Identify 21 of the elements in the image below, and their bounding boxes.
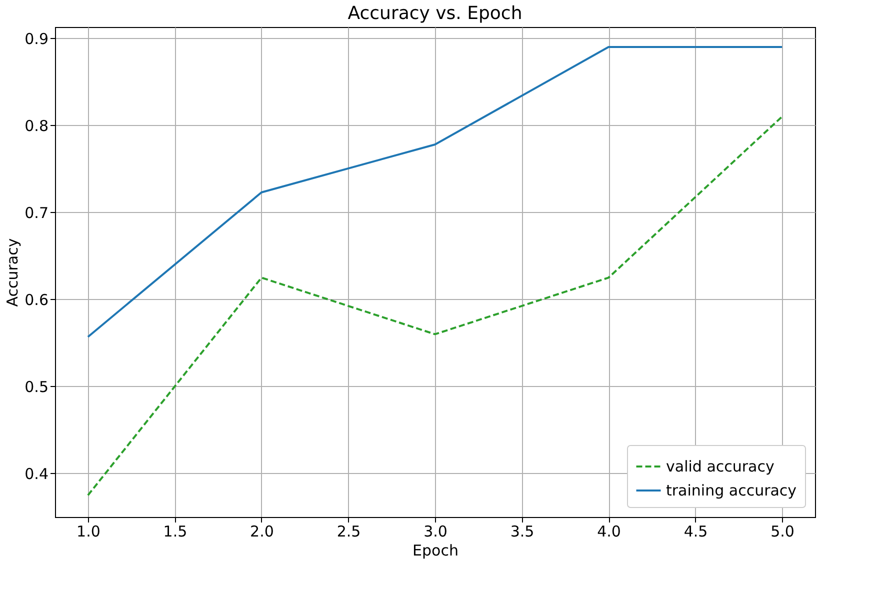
x-tick-label: 3.5	[510, 522, 534, 540]
y-axis-title: Accuracy	[4, 238, 22, 307]
x-axis-title: Epoch	[412, 542, 458, 560]
x-tick-label: 1.0	[76, 522, 100, 540]
chart-title: Accuracy vs. Epoch	[348, 3, 522, 24]
y-tick-label: 0.5	[24, 378, 48, 396]
y-tick-label: 0.6	[24, 290, 48, 309]
legend-label: training accuracy	[666, 482, 797, 500]
x-tick-label: 1.5	[163, 522, 188, 540]
x-tick-label: 4.5	[684, 522, 708, 540]
y-tick-label: 0.7	[24, 204, 48, 222]
y-tick-label: 0.9	[24, 30, 48, 48]
y-tick-label: 0.8	[24, 116, 48, 135]
x-tick-label: 4.0	[597, 522, 621, 540]
legend-label: valid accuracy	[666, 458, 774, 476]
x-tick-label: 2.0	[250, 522, 274, 540]
x-tick-label: 3.0	[424, 522, 448, 540]
x-tick-label: 5.0	[770, 522, 794, 540]
x-tick-label: 2.5	[336, 522, 361, 540]
y-tick-label: 0.4	[24, 464, 48, 483]
line-series	[86, 46, 784, 338]
